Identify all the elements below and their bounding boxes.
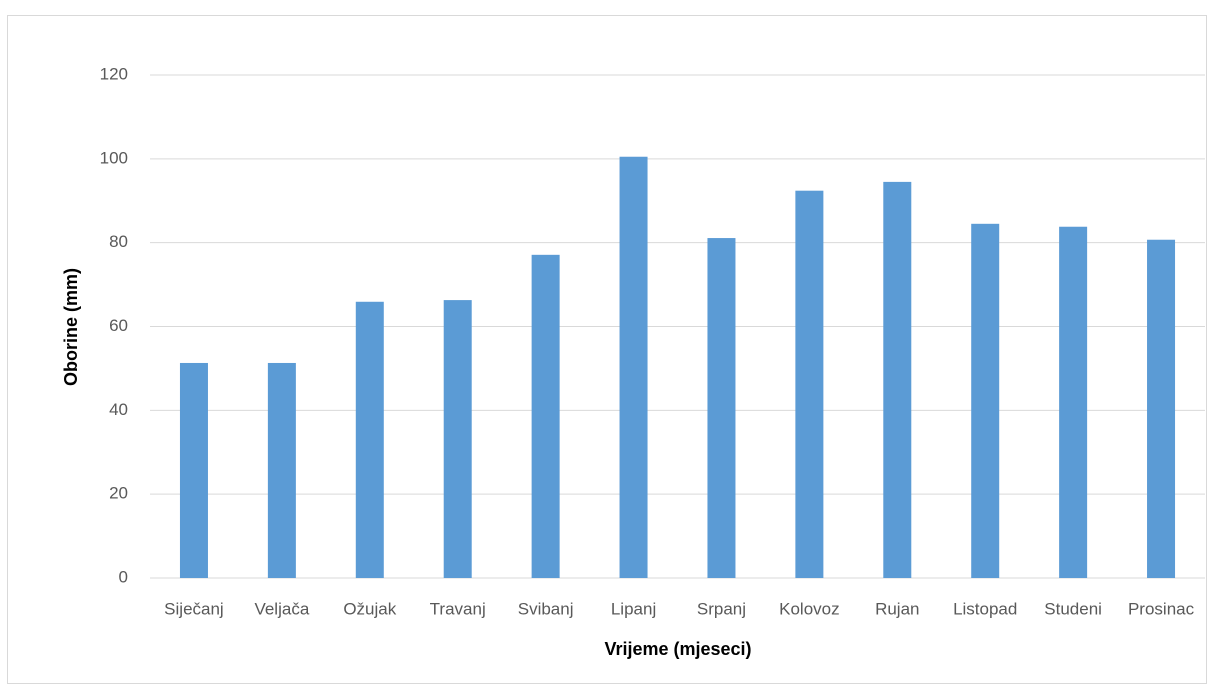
y-tick-label: 60 — [109, 316, 128, 335]
x-tick-label: Listopad — [953, 599, 1017, 618]
y-tick-label: 20 — [109, 484, 128, 503]
bar — [531, 254, 560, 578]
bar — [355, 301, 384, 578]
bar — [883, 181, 912, 578]
x-axis-title: Vrijeme (mjeseci) — [604, 639, 751, 659]
y-tick-label: 40 — [109, 400, 128, 419]
x-tick-label: Prosinac — [1128, 599, 1195, 618]
x-tick-label: Studeni — [1044, 599, 1102, 618]
x-tick-label: Ožujak — [343, 599, 396, 618]
y-axis-title: Oborine (mm) — [61, 268, 81, 386]
y-tick-label: 100 — [100, 148, 128, 167]
x-tick-label: Srpanj — [697, 599, 746, 618]
bar — [619, 156, 648, 579]
bar — [179, 362, 208, 578]
bar — [267, 362, 296, 578]
x-tick-label: Veljača — [254, 599, 309, 618]
y-tick-label: 0 — [119, 567, 128, 586]
x-tick-label: Siječanj — [164, 599, 224, 618]
bar — [795, 190, 824, 578]
chart-border — [7, 15, 1207, 684]
x-tick-label: Kolovoz — [779, 599, 839, 618]
y-tick-label: 80 — [109, 232, 128, 251]
bar — [1059, 226, 1088, 578]
x-tick-label: Rujan — [875, 599, 919, 618]
bar — [1147, 239, 1176, 579]
y-tick-label: 120 — [100, 64, 128, 83]
bar — [707, 238, 736, 578]
x-tick-label: Lipanj — [611, 599, 656, 618]
x-tick-label: Travanj — [430, 599, 486, 618]
bar — [971, 223, 1000, 578]
x-tick-label: Svibanj — [518, 599, 574, 618]
bar — [443, 300, 472, 578]
